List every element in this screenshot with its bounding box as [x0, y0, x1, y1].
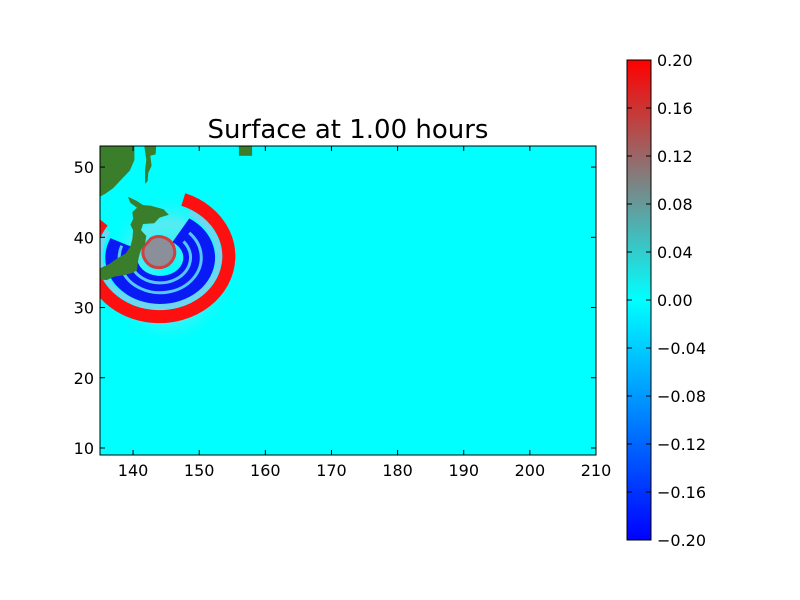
x-tick-label: 150 [184, 461, 215, 480]
y-tick-label: 30 [74, 299, 94, 318]
wave-inner-band [100, 210, 222, 310]
wave-source-core [141, 235, 177, 270]
chart-title: Surface at 1.00 hours [208, 115, 489, 145]
wave-front-crest [100, 193, 236, 324]
x-tick-label: 200 [515, 461, 546, 480]
colorbar-tick-label: −0.04 [657, 339, 706, 358]
x-axis: 140 150 160 170 180 190 200 210 [118, 146, 611, 480]
y-tick-label: 20 [74, 369, 94, 388]
x-tick-label: 170 [316, 461, 347, 480]
colorbar-tick-label: −0.20 [657, 531, 706, 550]
land-island [238, 146, 253, 156]
colorbar-tick-label: 0.12 [657, 147, 693, 166]
land-japan [100, 146, 169, 281]
colorbar-ticks: 0.20 0.16 0.12 0.08 0.04 0.00 −0.04 −0.08 −0.12 −… [627, 51, 706, 550]
y-tick-label: 10 [74, 439, 94, 458]
x-tick-label: 190 [448, 461, 479, 480]
colorbar-tick-label: −0.16 [657, 483, 706, 502]
colorbar-tick-label: 0.20 [657, 51, 693, 70]
y-axis: 10 20 30 40 50 [74, 158, 596, 458]
colorbar-tick-label: 0.04 [657, 243, 693, 262]
colorbar: 0.20 0.16 0.12 0.08 0.04 0.00 −0.04 −0.08 −0.12 −… [626, 51, 706, 550]
y-tick-label: 50 [74, 158, 94, 177]
plot-area [100, 146, 596, 455]
x-tick-label: 160 [250, 461, 281, 480]
x-tick-label: 180 [382, 461, 413, 480]
x-tick-label: 140 [118, 461, 149, 480]
colorbar-tick-label: 0.00 [657, 291, 693, 310]
colorbar-tick-label: −0.08 [657, 387, 706, 406]
x-tick-label: 210 [581, 461, 612, 480]
plot-frame [99, 145, 597, 456]
colorbar-tick-label: −0.12 [657, 435, 706, 454]
colorbar-tick-label: 0.08 [657, 195, 693, 214]
land-north [144, 146, 157, 184]
y-tick-label: 40 [74, 228, 94, 247]
colorbar-tick-label: 0.16 [657, 99, 693, 118]
